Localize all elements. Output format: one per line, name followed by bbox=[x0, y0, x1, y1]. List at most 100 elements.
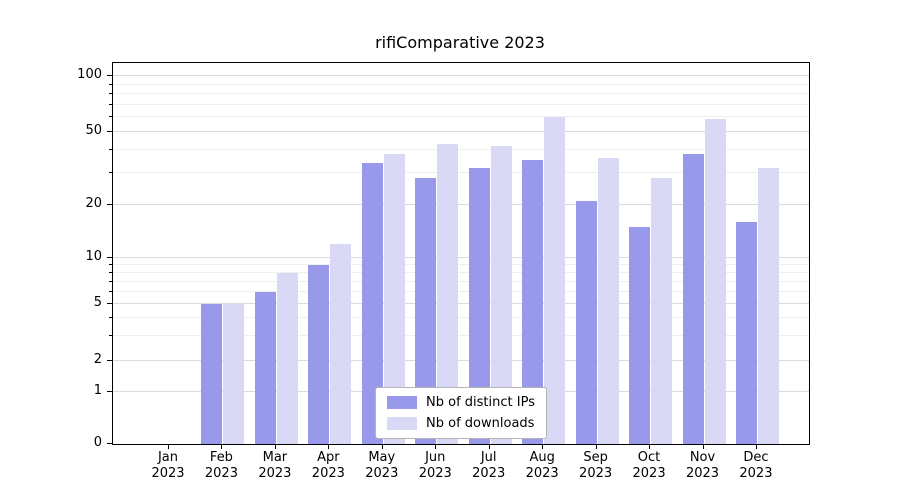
x-tick-label-month: Oct bbox=[637, 450, 661, 465]
bar-downloads bbox=[330, 244, 352, 444]
y-tick-label: 50 bbox=[85, 123, 102, 138]
minor-gridline bbox=[113, 103, 809, 105]
legend-swatch-distinct-ips-icon bbox=[387, 396, 418, 409]
x-tick-label: Aug 2023 bbox=[510, 450, 574, 482]
x-tick-label-year: 2023 bbox=[472, 466, 506, 481]
x-tick-mark bbox=[595, 445, 597, 449]
minor-gridline bbox=[113, 264, 809, 265]
minor-gridline bbox=[113, 171, 809, 173]
gridline bbox=[113, 75, 809, 76]
x-tick-label-month: Jan bbox=[157, 450, 179, 465]
bar-downloads bbox=[223, 304, 245, 444]
x-tick-label-year: 2023 bbox=[151, 466, 185, 481]
x-tick-label-month: Nov bbox=[689, 450, 716, 465]
bar-downloads bbox=[651, 178, 673, 444]
x-tick-label-year: 2023 bbox=[525, 466, 559, 481]
x-tick-label: Oct 2023 bbox=[617, 450, 681, 482]
legend-swatch-downloads-icon bbox=[387, 417, 418, 430]
x-tick-label-month: Jun bbox=[425, 450, 446, 465]
x-tick-label-month: Jul bbox=[480, 450, 497, 465]
bar-downloads bbox=[757, 167, 779, 444]
bar-downloads bbox=[437, 144, 459, 444]
y-tick-label: 20 bbox=[85, 196, 102, 211]
bar-distinct-ips bbox=[254, 291, 276, 444]
gridline bbox=[113, 303, 809, 304]
gridline bbox=[113, 131, 809, 132]
x-tick-mark bbox=[488, 445, 490, 449]
x-tick-label-year: 2023 bbox=[739, 466, 773, 481]
x-tick-label-month: Apr bbox=[317, 450, 340, 465]
y-tick-label: 2 bbox=[93, 352, 102, 367]
x-tick-label-year: 2023 bbox=[418, 466, 452, 481]
x-tick-label: Feb 2023 bbox=[189, 450, 253, 482]
legend-entry: Nb of distinct IPs bbox=[387, 395, 535, 410]
y-tick-label: 100 bbox=[77, 67, 102, 82]
legend-label-distinct-ips: Nb of distinct IPs bbox=[426, 395, 535, 410]
x-tick-label: Mar 2023 bbox=[243, 450, 307, 482]
x-tick-mark bbox=[221, 445, 223, 449]
gridline bbox=[113, 257, 809, 258]
x-tick-mark bbox=[328, 445, 330, 449]
x-tick-mark bbox=[702, 445, 704, 449]
minor-gridline bbox=[113, 334, 809, 336]
bar-downloads bbox=[383, 153, 405, 444]
x-tick-label-month: May bbox=[368, 450, 396, 465]
y-tick-label: 5 bbox=[93, 295, 102, 310]
x-tick-label-year: 2023 bbox=[204, 466, 238, 481]
bar-distinct-ips bbox=[735, 222, 757, 444]
chart-title: rifiComparative 2023 bbox=[375, 33, 545, 52]
minor-gridline bbox=[113, 290, 809, 292]
plot-area: Nb of distinct IPs Nb of downloads bbox=[112, 62, 810, 445]
x-tick-label: Nov 2023 bbox=[671, 450, 735, 482]
x-tick-mark bbox=[435, 445, 437, 449]
bar-downloads bbox=[597, 158, 619, 444]
x-tick-label-year: 2023 bbox=[632, 466, 666, 481]
legend-entry: Nb of downloads bbox=[387, 416, 535, 431]
minor-gridline bbox=[113, 280, 809, 282]
gridline bbox=[113, 204, 809, 205]
x-tick-mark bbox=[381, 445, 383, 449]
x-tick-label-month: Sep bbox=[583, 450, 608, 465]
y-tick-label: 1 bbox=[93, 383, 102, 398]
x-tick-label-month: Aug bbox=[529, 450, 555, 465]
minor-gridline bbox=[113, 316, 809, 318]
y-tick-label: 10 bbox=[85, 249, 102, 264]
x-tick-label-year: 2023 bbox=[258, 466, 292, 481]
x-tick-label: Dec 2023 bbox=[724, 450, 788, 482]
bar-distinct-ips bbox=[308, 265, 330, 444]
x-tick-label-month: Dec bbox=[743, 450, 769, 465]
x-tick-mark bbox=[755, 445, 757, 449]
bar-distinct-ips bbox=[361, 162, 383, 444]
x-tick-label-month: Mar bbox=[262, 450, 288, 465]
bar-distinct-ips bbox=[468, 167, 490, 444]
bar-distinct-ips bbox=[629, 227, 651, 444]
x-tick-label-year: 2023 bbox=[365, 466, 399, 481]
bar-downloads bbox=[276, 272, 298, 444]
bar-distinct-ips bbox=[415, 178, 437, 444]
x-tick-label: May 2023 bbox=[350, 450, 414, 482]
x-tick-label-year: 2023 bbox=[685, 466, 720, 481]
x-tick-mark bbox=[542, 445, 544, 449]
legend-label-downloads: Nb of downloads bbox=[426, 416, 535, 431]
x-tick-label: Apr 2023 bbox=[296, 450, 360, 482]
bar-downloads bbox=[704, 118, 726, 444]
y-tick-label: 0 bbox=[93, 435, 102, 450]
minor-gridline bbox=[113, 83, 809, 85]
bar-distinct-ips bbox=[682, 153, 704, 444]
x-tick-label: Jan 2023 bbox=[136, 450, 200, 482]
x-tick-label-year: 2023 bbox=[311, 466, 345, 481]
bar-downloads bbox=[490, 145, 512, 444]
legend: Nb of distinct IPs Nb of downloads bbox=[375, 387, 547, 439]
x-tick-label: Jul 2023 bbox=[457, 450, 521, 482]
bar-distinct-ips bbox=[522, 160, 544, 444]
minor-gridline bbox=[113, 271, 809, 273]
minor-gridline bbox=[113, 148, 809, 150]
x-tick-label: Jun 2023 bbox=[403, 450, 467, 482]
bar-distinct-ips bbox=[201, 304, 223, 444]
gridline bbox=[113, 360, 809, 361]
x-tick-label-month: Feb bbox=[209, 450, 233, 465]
x-tick-mark bbox=[168, 445, 169, 449]
x-tick-mark bbox=[274, 445, 276, 449]
x-tick-label: Sep 2023 bbox=[564, 450, 628, 482]
